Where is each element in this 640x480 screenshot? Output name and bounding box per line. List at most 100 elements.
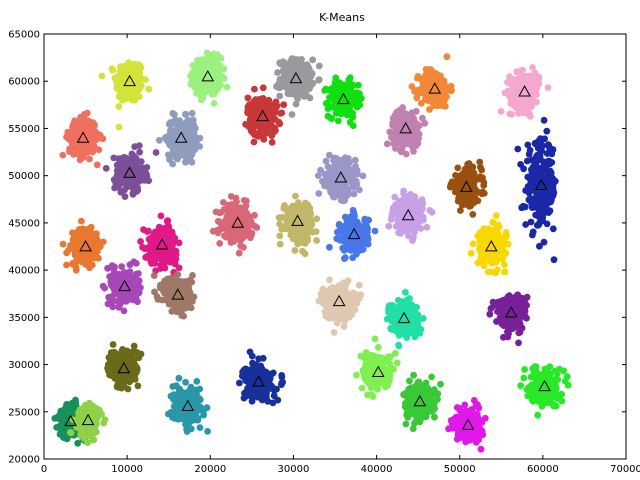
cluster-c3 [273, 55, 323, 118]
data-point [138, 82, 145, 90]
data-point [410, 147, 417, 155]
data-point [120, 307, 128, 315]
data-point [332, 74, 340, 82]
data-point [524, 141, 532, 149]
data-point [71, 138, 78, 146]
data-point [448, 87, 455, 94]
data-point [544, 149, 552, 157]
data-point [275, 214, 283, 222]
data-point [118, 263, 126, 270]
data-point [409, 237, 416, 245]
data-point [454, 164, 462, 172]
data-point [474, 197, 482, 205]
data-point [504, 79, 511, 86]
data-point [174, 155, 181, 163]
data-point [349, 246, 357, 253]
data-point [404, 135, 412, 143]
data-point [312, 228, 320, 236]
data-point [291, 247, 299, 254]
data-point [432, 73, 440, 81]
data-point [539, 217, 547, 225]
cluster-c4 [321, 74, 365, 130]
data-point [352, 162, 359, 170]
data-point [134, 184, 142, 192]
data-point [529, 64, 536, 71]
data-point [63, 249, 70, 257]
data-point [280, 68, 288, 76]
data-point [241, 207, 249, 214]
data-point [542, 207, 550, 215]
data-point [188, 109, 196, 117]
data-point [224, 203, 232, 211]
data-point [535, 75, 543, 83]
data-point [214, 218, 222, 225]
data-point [179, 124, 187, 131]
data-point [457, 207, 464, 214]
data-point [300, 92, 308, 100]
data-point [200, 76, 208, 84]
data-point [480, 182, 488, 189]
data-point [549, 225, 557, 233]
data-point [364, 235, 372, 243]
data-point [346, 118, 354, 126]
data-point [315, 190, 323, 197]
data-point [102, 165, 110, 172]
data-point [69, 121, 77, 129]
data-point [358, 240, 366, 248]
data-point [163, 253, 171, 260]
data-point [523, 95, 531, 103]
data-point [303, 61, 311, 69]
cluster-c18 [385, 187, 436, 245]
data-point [212, 87, 220, 95]
data-point [294, 60, 301, 67]
cluster-c17 [326, 206, 379, 262]
data-point [414, 218, 422, 226]
data-point [462, 174, 470, 182]
data-point [346, 74, 354, 81]
data-point [488, 259, 495, 267]
data-point [326, 243, 333, 251]
data-point [59, 151, 67, 159]
data-point [296, 66, 303, 74]
data-point [441, 89, 448, 97]
data-point [250, 138, 258, 146]
data-point [477, 242, 485, 250]
data-point [302, 68, 310, 75]
cluster-c1 [98, 59, 153, 131]
data-point [267, 123, 275, 130]
data-point [167, 239, 174, 247]
data-point [217, 209, 225, 216]
data-point [519, 202, 527, 210]
data-point [220, 65, 228, 73]
data-point [342, 245, 349, 253]
data-point [324, 105, 332, 112]
data-point [304, 223, 312, 231]
data-point [198, 96, 205, 104]
data-point [140, 226, 147, 234]
data-point [423, 223, 431, 231]
data-point [532, 89, 539, 97]
data-point [550, 256, 558, 264]
data-point [126, 261, 134, 269]
data-point [540, 116, 548, 124]
data-point [359, 172, 367, 180]
data-point [337, 101, 345, 109]
data-point [77, 113, 84, 121]
data-point [543, 161, 551, 169]
data-point [169, 144, 177, 152]
data-point [542, 195, 549, 203]
data-point [501, 250, 508, 257]
data-point [157, 212, 165, 220]
data-point [136, 148, 144, 156]
data-point [418, 196, 426, 204]
data-point [529, 228, 537, 236]
data-point [540, 238, 548, 246]
data-point [513, 92, 520, 100]
data-point [497, 237, 505, 245]
data-point [241, 219, 249, 227]
data-point [189, 128, 196, 136]
data-point [211, 61, 219, 69]
data-point [121, 193, 129, 201]
data-point [171, 260, 179, 268]
data-point [78, 217, 85, 225]
